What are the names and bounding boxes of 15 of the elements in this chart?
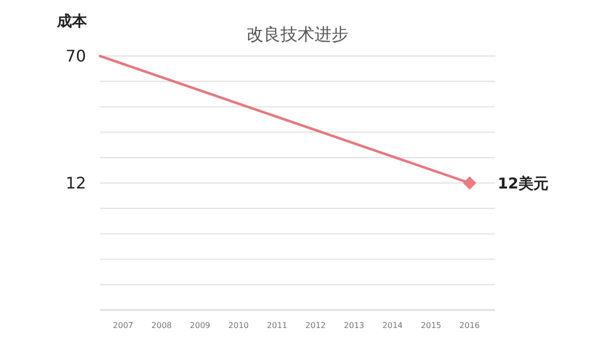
- chart-title: 改良技术进步: [246, 25, 348, 45]
- x-tick-label: 2014: [382, 320, 403, 330]
- y-tick-label: 70: [66, 46, 86, 66]
- x-tick-label: 2010: [228, 320, 249, 330]
- y-axis-title: 成本: [56, 12, 88, 30]
- y-tick-label: 12: [66, 174, 86, 193]
- x-tick-label: 2015: [420, 320, 442, 330]
- x-tick-label: 2013: [344, 320, 364, 330]
- x-tick-label: 2012: [305, 320, 326, 330]
- x-tick-label: 2007: [112, 320, 134, 330]
- x-tick-label: 2011: [266, 320, 288, 330]
- x-tick-label: 2009: [190, 320, 210, 330]
- annotation: 12美元: [498, 174, 548, 192]
- x-tick-label: 2016: [459, 320, 480, 330]
- x-tick-label: 2008: [151, 320, 172, 330]
